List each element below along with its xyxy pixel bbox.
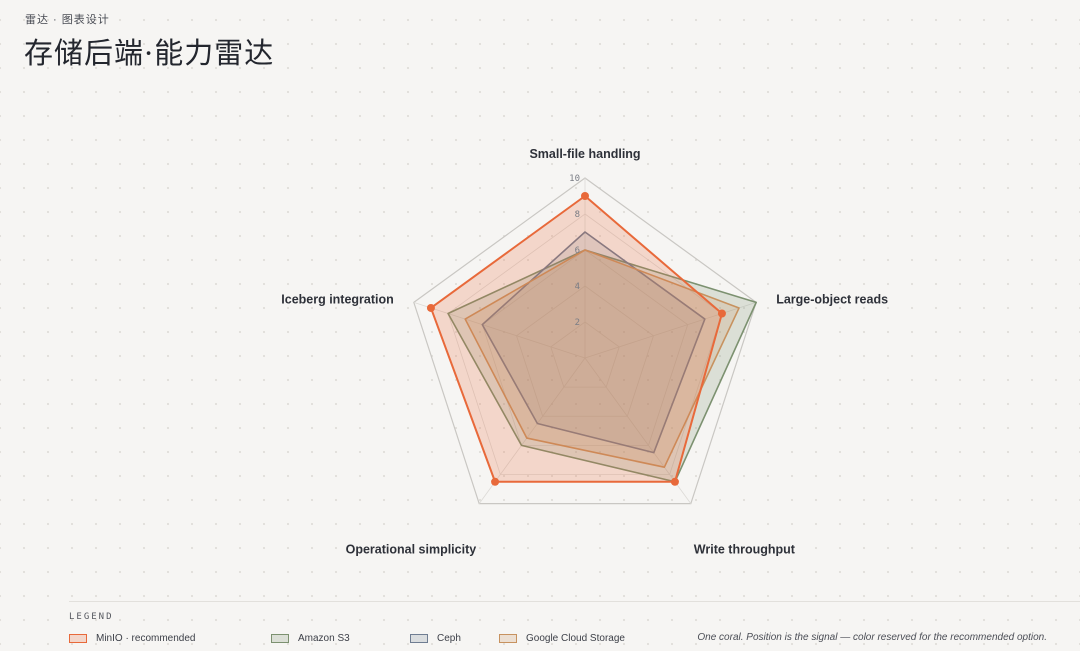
page-title: 存储后端·能力雷达 [24,36,275,70]
series-point-0-1[interactable] [717,309,726,318]
axis-label-2: Write throughput [694,543,796,557]
tick-label-4: 4 [575,282,580,292]
tick-label-8: 8 [575,210,580,220]
series-point-0-3[interactable] [491,477,500,486]
series-point-0-2[interactable] [670,477,679,486]
legend-swatch-gcs [499,633,517,643]
grid-ring-10 [413,177,757,505]
radar-series [426,192,757,486]
legend-label-amazon-s3: Amazon S3 [298,632,350,644]
grid-spoke-1 [584,301,757,359]
legend-item-ceph[interactable]: Ceph [410,631,461,645]
legend-item-gcs[interactable]: Google Cloud Storage [499,631,625,645]
legend-swatch-minio [69,633,87,643]
series-area-2 [481,231,706,454]
legend-swatch-amazon-s3 [271,633,289,643]
legend-item-amazon-s3[interactable]: Amazon S3 [271,631,350,645]
grid-ring-4 [516,285,654,417]
legend-item-minio[interactable]: MinIO · recommended [69,631,195,645]
grid-spoke-4 [413,301,586,359]
grid-ring-6 [481,249,689,446]
tick-label-10: 10 [569,174,580,184]
radar-chart: 2 4 6 8 10 Small-file handling Large-object r… [281,147,888,557]
series-point-0-4[interactable] [426,303,435,312]
axis-label-1: Large-object reads [776,292,888,306]
eyebrow-label: 雷达 · 图表设计 [25,14,110,26]
radar-ticks: 2 4 6 8 10 [569,174,580,328]
radar-axis-labels: Small-file handling Large-object reads Wri… [281,147,888,557]
axis-label-4: Iceberg integration [281,292,394,306]
tick-label-6: 6 [575,246,580,256]
series-point-0-0[interactable] [581,192,589,200]
axis-label-3: Operational simplicity [346,543,477,557]
series-area-3 [464,249,740,469]
series-area-0 [429,195,723,483]
grid-ring-8 [447,213,723,475]
legend-heading: LEGEND [69,612,114,622]
legend-swatch-ceph [410,633,428,643]
legend-label-gcs: Google Cloud Storage [526,632,625,644]
tick-label-2: 2 [575,318,580,328]
legend-label-minio: MinIO · recommended [96,632,196,644]
axis-label-0: Small-file handling [529,147,640,161]
legend-note: One coral. Position is the signal — colo… [697,632,1047,643]
legend-label-ceph: Ceph [437,632,461,644]
legend-divider [69,601,1080,602]
series-area-1 [447,249,757,483]
grid-ring-2 [550,321,620,388]
